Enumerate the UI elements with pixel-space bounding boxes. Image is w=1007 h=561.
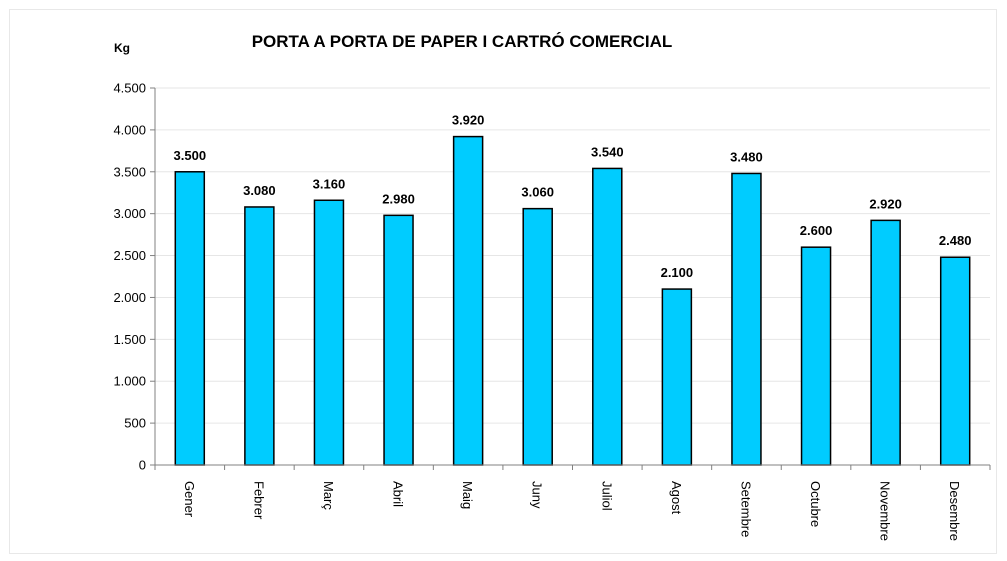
data-label: 2.920 (869, 196, 902, 211)
x-tick-label: Juliol (599, 481, 614, 511)
y-tick-label: 4.000 (113, 122, 146, 137)
bar-desembre (939, 256, 971, 466)
y-tick-label: 2.500 (113, 248, 146, 263)
bar-juliol (592, 167, 623, 466)
chart-title: PORTA A PORTA DE PAPER I CARTRÓ COMERCIA… (252, 32, 673, 51)
bar-maig (452, 135, 484, 466)
x-tick-label: Febrer (251, 481, 266, 520)
x-tick-label: Gener (182, 481, 197, 518)
bar-octubre (800, 246, 832, 466)
data-label: 3.060 (521, 185, 554, 200)
y-tick-label: 500 (124, 416, 146, 431)
x-tick-label: Setembre (738, 481, 753, 537)
bar-febrer (244, 206, 275, 466)
x-tick-label: Desembre (947, 481, 962, 541)
y-tick-label: 4.500 (113, 81, 146, 96)
x-tick-label: Novembre (878, 481, 893, 541)
data-labels: 3.500 3.080 3.160 2.980 3.920 3.060 3.540 2.100… (174, 113, 972, 280)
bar-setembre (731, 172, 762, 466)
data-label: 3.480 (730, 149, 763, 164)
bars (174, 135, 971, 466)
x-tick-label: Juny (530, 481, 545, 509)
data-label: 3.160 (313, 176, 346, 191)
data-label: 2.480 (939, 233, 972, 248)
data-label: 3.080 (243, 183, 276, 198)
bar-chart: PORTA A PORTA DE PAPER I CARTRÓ COMERCIA… (113, 32, 991, 541)
data-label: 2.600 (800, 223, 833, 238)
bar-abril (383, 214, 414, 466)
y-tick-label: 1.000 (113, 374, 146, 389)
bar-març (313, 199, 345, 466)
x-axis-ticks: Gener Febrer Març Abril Maig Juny Juliol Agost S… (154, 465, 991, 541)
data-label: 2.980 (382, 191, 415, 206)
y-tick-label: 1.500 (113, 332, 146, 347)
data-label: 3.920 (452, 113, 485, 128)
x-tick-label: Març (321, 481, 336, 510)
axes (154, 88, 990, 466)
y-tick-label: 3.000 (113, 206, 146, 221)
x-tick-label: Abril (391, 481, 406, 507)
chart-container: PORTA A PORTA DE PAPER I CARTRÓ COMERCIA… (9, 9, 997, 554)
bar-gener (174, 171, 206, 466)
y-tick-label: 0 (139, 458, 146, 473)
x-tick-label: Agost (669, 481, 684, 515)
x-tick-label: Octubre (808, 481, 823, 527)
bar-novembre (870, 219, 901, 466)
bar-juny (522, 207, 553, 466)
y-axis-unit-label: Kg (114, 41, 130, 55)
x-tick-label: Maig (460, 481, 475, 509)
y-tick-label: 3.500 (113, 164, 146, 179)
y-tick-label: 2.000 (113, 290, 146, 305)
data-label: 3.540 (591, 144, 624, 159)
data-label: 2.100 (661, 265, 694, 280)
bar-agost (661, 288, 693, 466)
data-label: 3.500 (174, 148, 207, 163)
gridlines (155, 87, 990, 424)
y-axis-ticks: 0 500 1.000 1.500 2.000 2.500 3.000 3.500 4.000 4… (113, 81, 155, 473)
